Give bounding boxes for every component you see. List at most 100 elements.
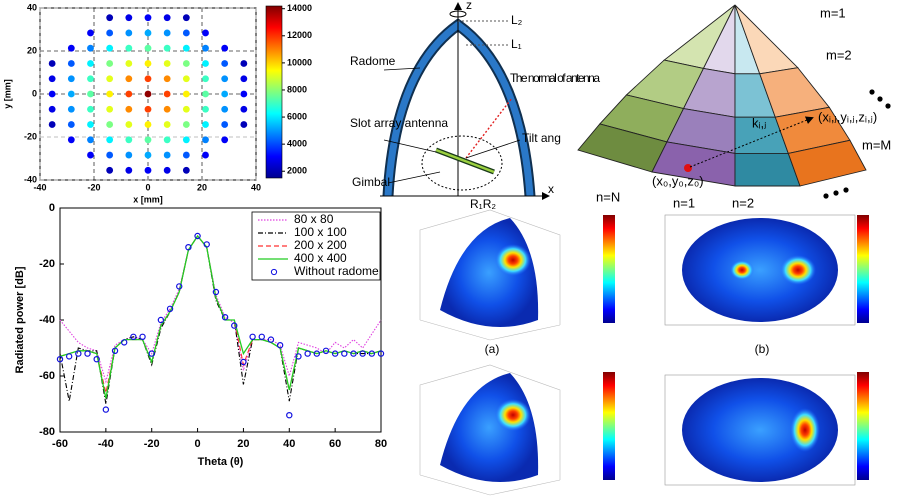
sensor-dot [87, 29, 94, 37]
sensor-dot [221, 44, 229, 52]
marker [295, 353, 302, 360]
sensor-dot [163, 166, 171, 174]
oval-field [682, 218, 838, 322]
diagram-label: (xᵢ,ⱼ,yᵢ,ⱼ,zᵢ,ⱼ) [818, 109, 877, 124]
sensor-dot [48, 60, 56, 67]
sensor-dot [106, 105, 114, 113]
sensor-dot [125, 29, 133, 37]
sensor-dot [106, 121, 114, 128]
colorbar-tick-label: 10000 [287, 57, 312, 67]
marker [221, 314, 229, 321]
y-tick-label: 20 [27, 45, 37, 55]
marker [350, 350, 357, 357]
sensor-dot [87, 151, 94, 159]
diagram-label: Radome [350, 54, 396, 68]
diagram-label: (x₀,y₀,z₀) [652, 173, 704, 188]
colorbar-tick-label: 6000 [287, 111, 307, 121]
x-tick-label: -40 [33, 182, 46, 192]
sensor-dot [67, 60, 75, 67]
sensor-dot [163, 121, 171, 128]
sensor-dot [67, 75, 75, 83]
sensor-dot [182, 14, 190, 22]
sensor-dot [106, 151, 114, 159]
sensor-dot [67, 44, 75, 52]
sensor-dot [67, 105, 75, 113]
y-tick-label: -20 [24, 131, 37, 141]
rotation-mark [449, 10, 467, 18]
x-tick-label: 40 [251, 182, 261, 192]
marker [102, 406, 110, 413]
marker [368, 350, 376, 357]
sensor-dot [221, 75, 229, 83]
sensor-dot [48, 90, 56, 98]
sensor-dot [163, 136, 171, 144]
caption: (b) [755, 342, 770, 356]
x-tick-label: 0 [195, 438, 201, 450]
colorbar-tick-label: 2000 [287, 166, 307, 176]
sensor-dot [163, 29, 171, 37]
marker [258, 333, 265, 340]
sensor-dot [125, 14, 133, 22]
sensor-dot [163, 75, 171, 83]
sensor-dot [202, 136, 209, 144]
sensor-dot [240, 75, 248, 83]
sensor-dot [144, 151, 152, 159]
diagram-label: L₂ [511, 13, 523, 27]
colorbar-tick-label: 8000 [287, 84, 307, 94]
hot-spot [730, 260, 754, 280]
marker [56, 356, 64, 363]
marker [148, 350, 155, 357]
marker [322, 347, 330, 354]
colorbar [857, 372, 869, 480]
legend-label: 100 x 100 [294, 225, 347, 239]
sensor-dot [125, 136, 133, 144]
sensor-dot [163, 105, 171, 113]
sensor-dot [182, 166, 190, 174]
diagram-label: Slot array antenna [350, 116, 448, 130]
diagram-label: Gimbal [352, 175, 390, 189]
sensor-dot [144, 166, 152, 174]
colorbar [603, 372, 615, 480]
sensor-dot [202, 29, 209, 37]
x-tick-label: -20 [144, 438, 160, 450]
sensor-dot [202, 151, 209, 159]
sensor-dot [182, 136, 190, 144]
marker [166, 305, 174, 312]
colorbar-tick-label: 4000 [287, 139, 307, 149]
sensor-dot [202, 121, 209, 128]
marker [267, 336, 275, 343]
marker [185, 243, 192, 251]
y-tick-label: 0 [32, 88, 37, 98]
sensor-dot [182, 151, 190, 159]
colorbar [603, 215, 615, 323]
x-tick-label: 60 [329, 438, 341, 450]
sensor-dot [106, 136, 114, 144]
sensor-dot [182, 29, 190, 37]
sensor-dot [221, 60, 229, 67]
normal-arrow [465, 97, 513, 159]
sensor-dot [221, 136, 229, 144]
sensor-dot [144, 105, 152, 113]
sensor-dot [144, 121, 152, 128]
marker [304, 350, 311, 357]
sensor-dot [106, 14, 114, 22]
sensor-dot [125, 105, 133, 113]
x-tick-label: 40 [283, 438, 295, 450]
marker [341, 350, 348, 357]
marker [377, 350, 385, 357]
hot-spot [495, 244, 531, 276]
ellipsis-dot [869, 89, 875, 95]
y-tick-label: -80 [39, 426, 55, 438]
x-tick-label: -20 [87, 182, 100, 192]
diagram-label: n=N [596, 189, 620, 204]
sensor-dot [144, 44, 152, 52]
marker [130, 333, 137, 340]
dome-patch [787, 139, 867, 187]
y-tick-label: -40 [24, 174, 37, 184]
diagram-label: x [548, 182, 554, 196]
colorbar [857, 215, 869, 323]
k-vector [689, 116, 814, 168]
sensor-dot [87, 136, 94, 144]
